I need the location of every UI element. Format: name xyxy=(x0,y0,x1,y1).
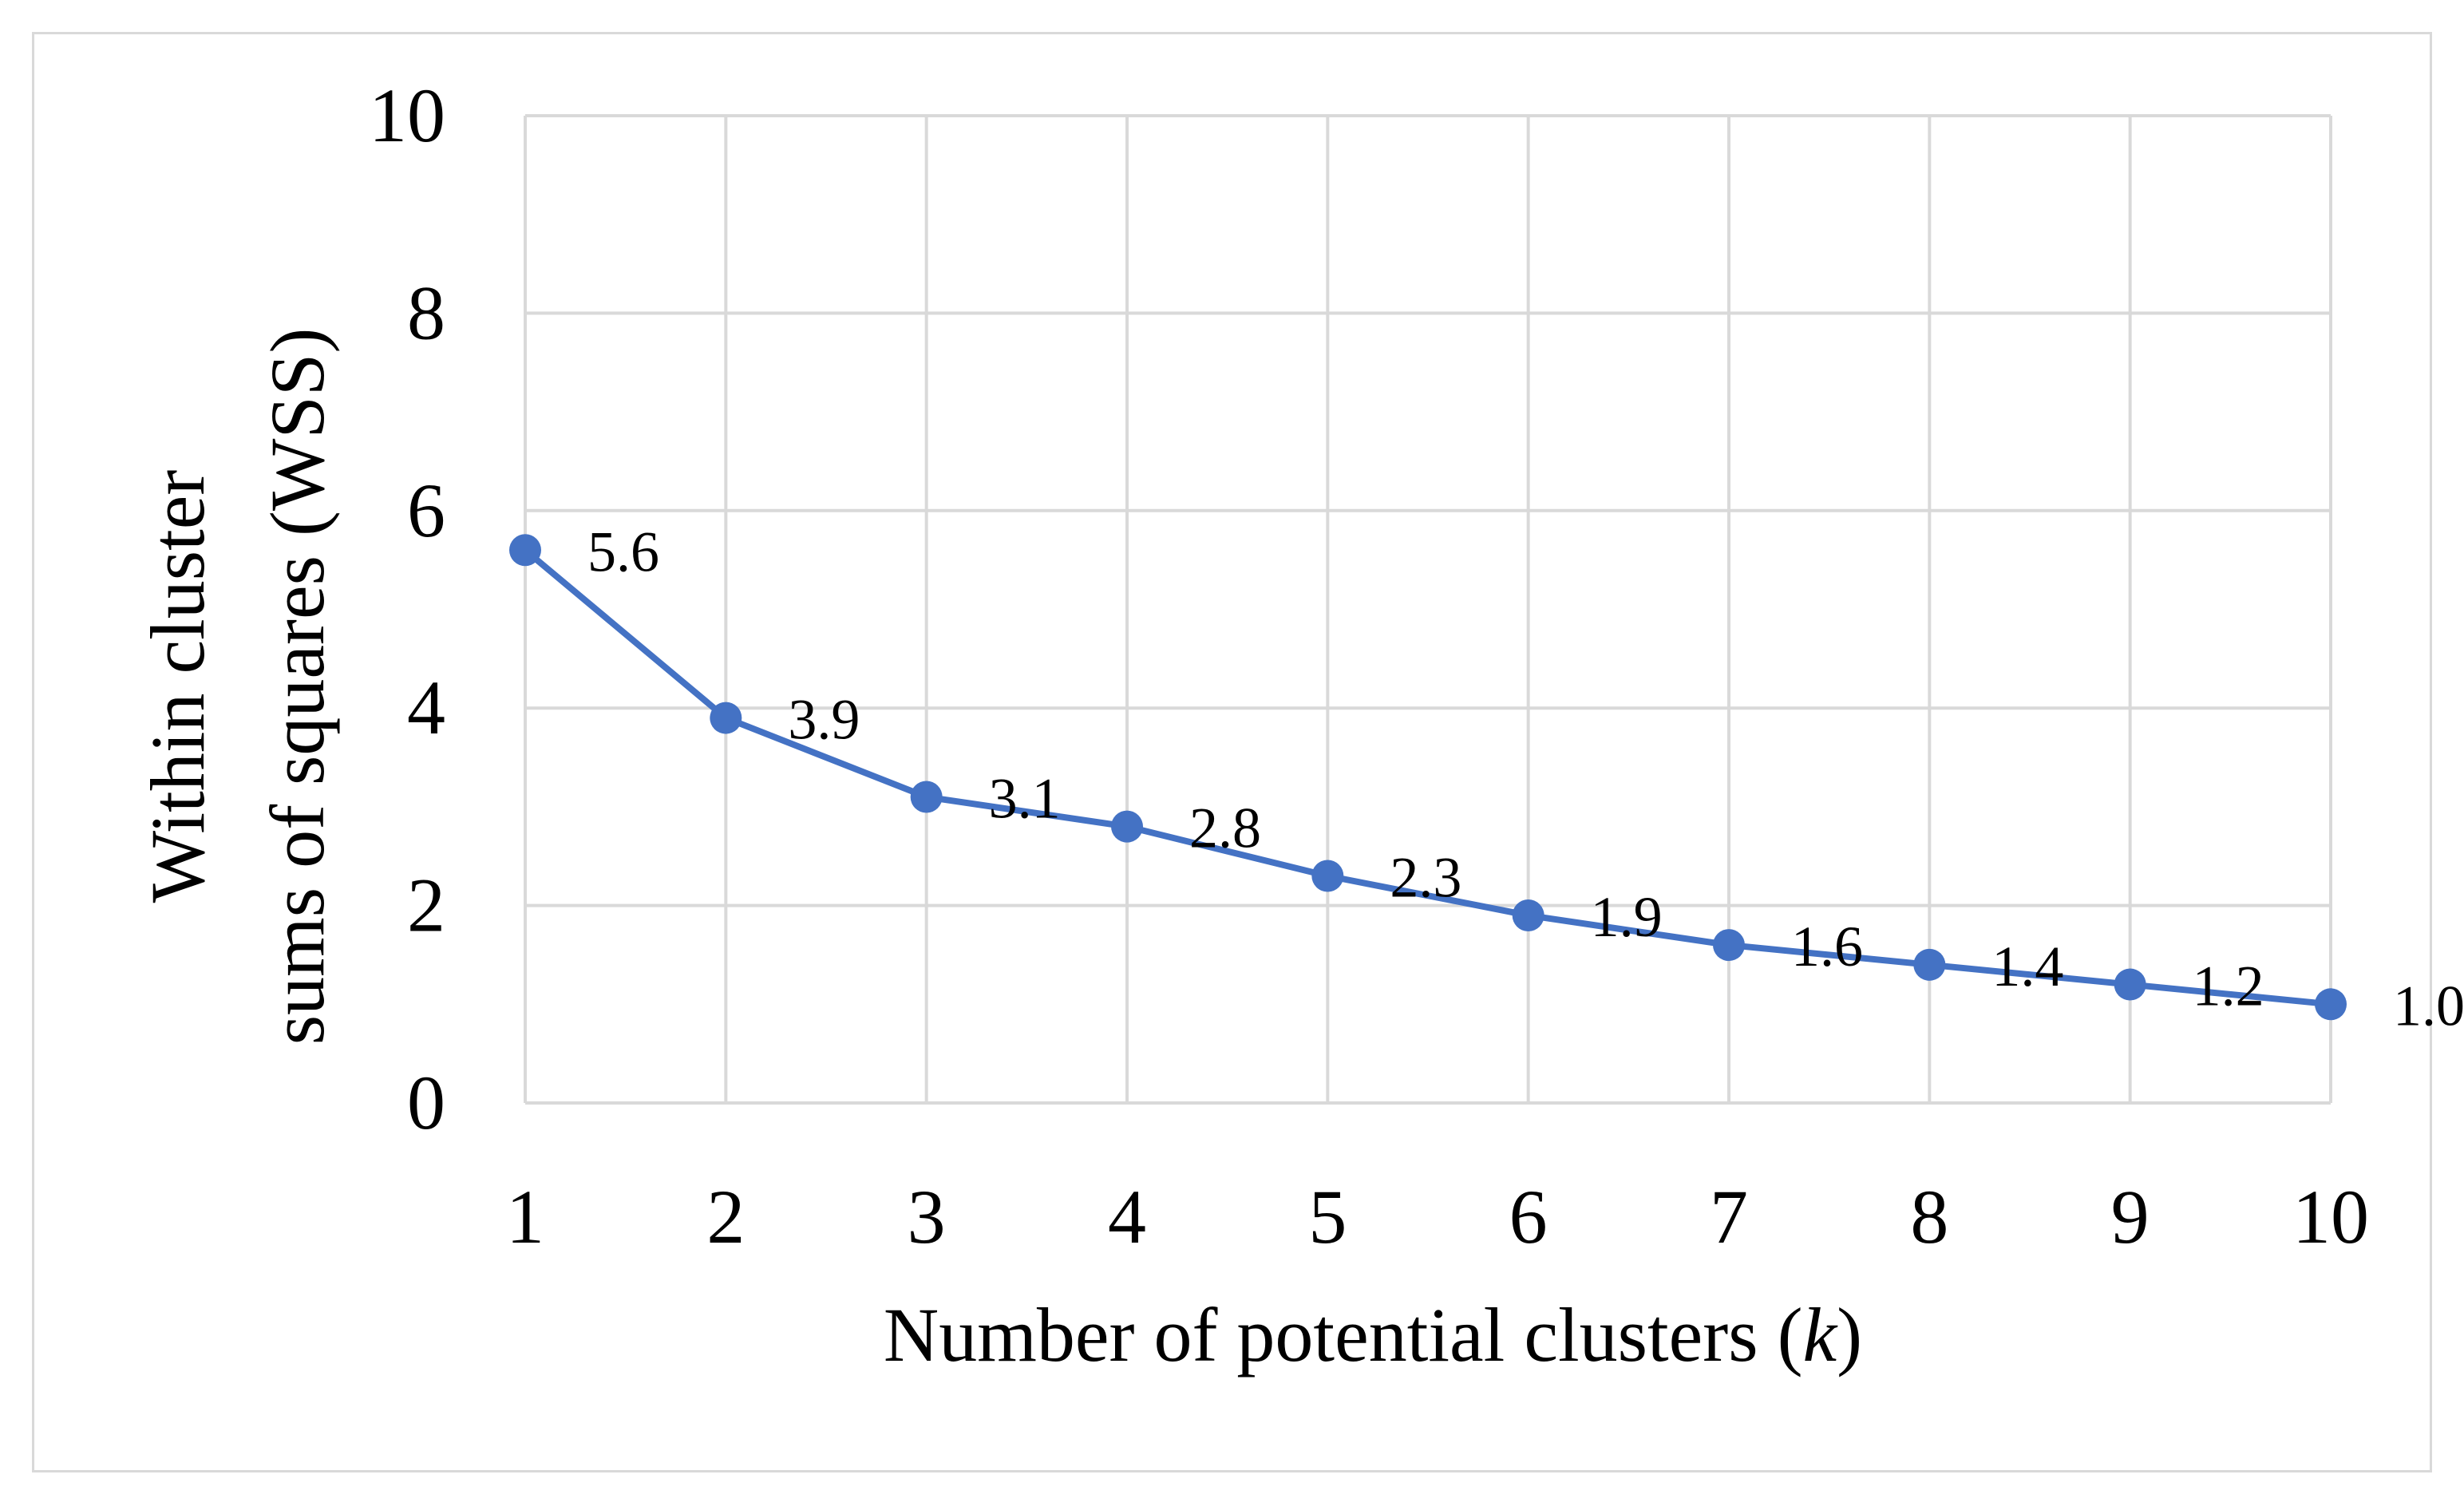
data-label: 1.2 xyxy=(2193,955,2264,1018)
y-tick-label: 10 xyxy=(369,73,445,158)
x-tick-label: 7 xyxy=(1710,1174,1748,1259)
data-point xyxy=(1311,860,1344,892)
x-tick-label: 1 xyxy=(506,1174,544,1259)
data-point xyxy=(2315,988,2347,1021)
x-axis-title-suffix: ) xyxy=(1837,1292,1862,1378)
y-tick-label: 0 xyxy=(407,1060,445,1145)
x-tick-label: 10 xyxy=(2292,1174,2369,1259)
x-tick-label: 5 xyxy=(1308,1174,1347,1259)
data-label: 3.9 xyxy=(788,688,860,752)
data-point xyxy=(1111,810,1143,843)
data-point xyxy=(910,781,943,813)
x-tick-label: 2 xyxy=(706,1174,745,1259)
y-axis-ticks: 0 2 4 6 8 10 xyxy=(369,73,445,1145)
data-label: 3.1 xyxy=(989,767,1061,831)
data-label: 1.6 xyxy=(1791,915,1863,978)
data-labels: 5.6 3.9 3.1 2.8 2.3 1.9 1.6 1.4 1.2 1.0 xyxy=(587,520,2464,1038)
data-label: 2.8 xyxy=(1189,796,1261,860)
x-axis-title: Number of potential clusters (k) xyxy=(884,1292,1862,1378)
x-tick-label: 6 xyxy=(1509,1174,1548,1259)
y-tick-label: 8 xyxy=(407,270,445,355)
y-axis-title: Within cluster sums of squares (WSS) xyxy=(135,328,340,1046)
data-point xyxy=(1913,948,1946,981)
x-tick-label: 9 xyxy=(2111,1174,2150,1259)
data-point xyxy=(1512,899,1544,931)
y-tick-label: 2 xyxy=(407,863,445,948)
y-axis-title-line1: Within cluster xyxy=(135,470,220,903)
data-point xyxy=(1713,929,1745,962)
x-tick-label: 8 xyxy=(1910,1174,1948,1259)
chart-frame xyxy=(32,32,2432,1472)
y-tick-label: 4 xyxy=(407,665,445,750)
data-point xyxy=(710,702,742,734)
data-label: 1.0 xyxy=(2393,974,2464,1038)
series-line-0 xyxy=(522,547,2334,1008)
y-tick-label: 6 xyxy=(407,468,445,553)
x-tick-label: 4 xyxy=(1108,1174,1146,1259)
x-axis-title-prefix: Number of potential clusters ( xyxy=(884,1292,1803,1378)
data-label: 5.6 xyxy=(587,520,659,583)
data-label: 2.3 xyxy=(1390,845,1461,909)
x-axis-title-variable: k xyxy=(1803,1292,1839,1378)
series xyxy=(509,534,2347,1021)
gridlines xyxy=(524,114,2332,1105)
x-axis-ticks: 1 2 3 4 5 6 7 8 9 10 xyxy=(506,1174,2369,1259)
data-label: 1.4 xyxy=(1991,935,2063,998)
data-label: 1.9 xyxy=(1591,885,1663,949)
data-point xyxy=(2114,968,2146,1001)
data-point xyxy=(509,534,541,567)
y-axis-title-line2: sums of squares (WSS) xyxy=(255,328,340,1046)
x-tick-label: 3 xyxy=(908,1174,946,1259)
